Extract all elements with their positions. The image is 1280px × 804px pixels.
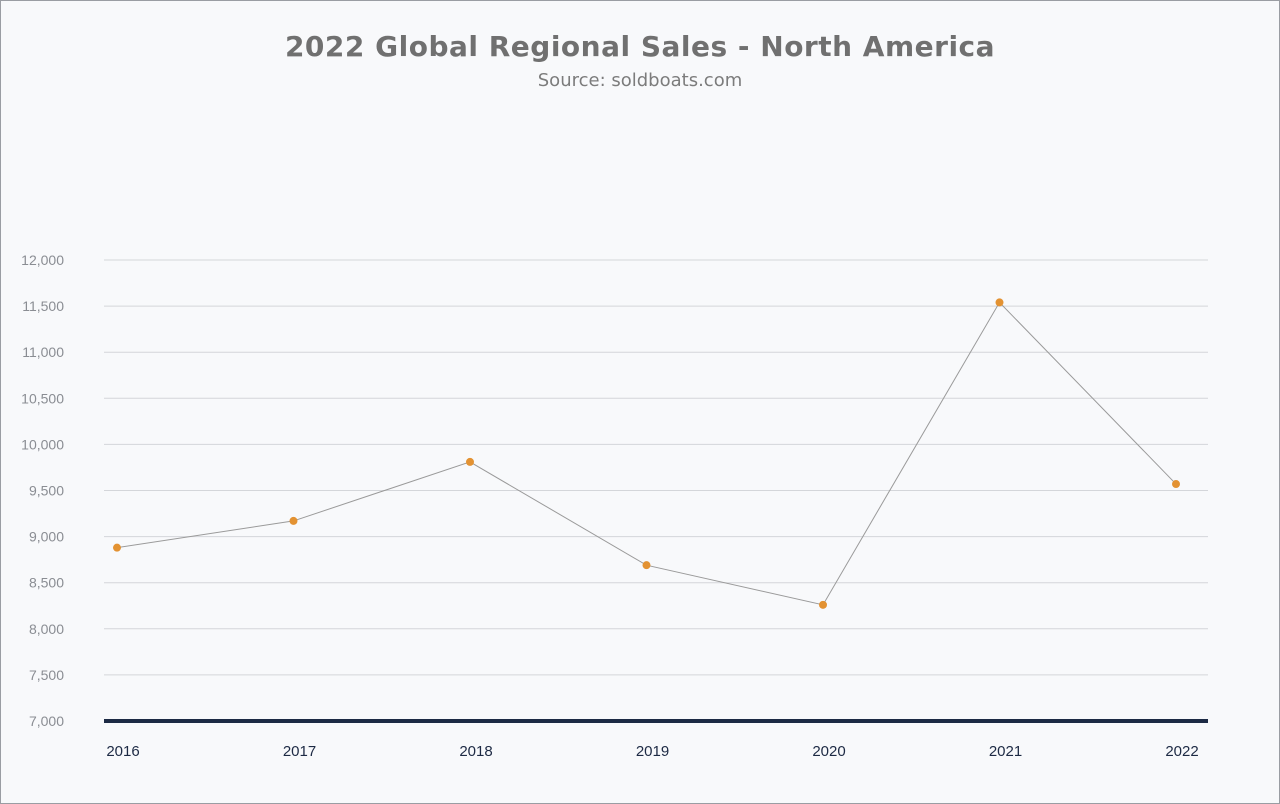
gridlines — [104, 259, 1208, 676]
data-point — [819, 600, 827, 609]
y-tick-label: 10,000 — [21, 436, 64, 452]
y-tick-label: 11,000 — [22, 344, 64, 360]
data-point — [466, 457, 474, 466]
data-point — [1172, 480, 1180, 489]
y-tick-label: 8,000 — [29, 621, 64, 637]
chart-subtitle: Source: soldboats.com — [537, 70, 743, 91]
y-tick-label: 8,500 — [29, 575, 64, 591]
series-points — [113, 298, 1180, 609]
data-point — [995, 298, 1004, 307]
y-axis-tick-labels: 7,000 7,500 8,000 8,500 9,000 9,500 10,000 10,5… — [21, 252, 64, 729]
x-tick-label: 2020 — [812, 743, 845, 760]
y-tick-label: 7,500 — [29, 667, 64, 683]
x-tick-label: 2017 — [283, 743, 316, 760]
x-tick-label: 2016 — [106, 743, 139, 760]
chart-title: 2022 Global Regional Sales - North Ameri… — [284, 30, 996, 63]
data-point — [642, 561, 651, 570]
data-point — [113, 543, 121, 552]
y-tick-label: 12,000 — [21, 252, 64, 268]
x-tick-label: 2022 — [1165, 743, 1198, 760]
y-tick-label: 9,500 — [29, 483, 64, 499]
series-line-path — [116, 301, 1177, 606]
y-tick-label: 7,000 — [29, 713, 64, 729]
y-tick-label: 9,000 — [29, 529, 64, 545]
x-tick-label: 2021 — [989, 743, 1022, 760]
series-line — [116, 301, 1177, 606]
x-tick-label: 2019 — [636, 743, 669, 760]
x-tick-label: 2018 — [459, 743, 492, 760]
x-axis-tick-labels: 2016 2017 2018 2019 2020 2021 2022 — [106, 743, 1198, 760]
data-point — [289, 516, 298, 525]
y-tick-label: 10,500 — [21, 390, 64, 406]
y-tick-label: 11,500 — [22, 298, 64, 314]
